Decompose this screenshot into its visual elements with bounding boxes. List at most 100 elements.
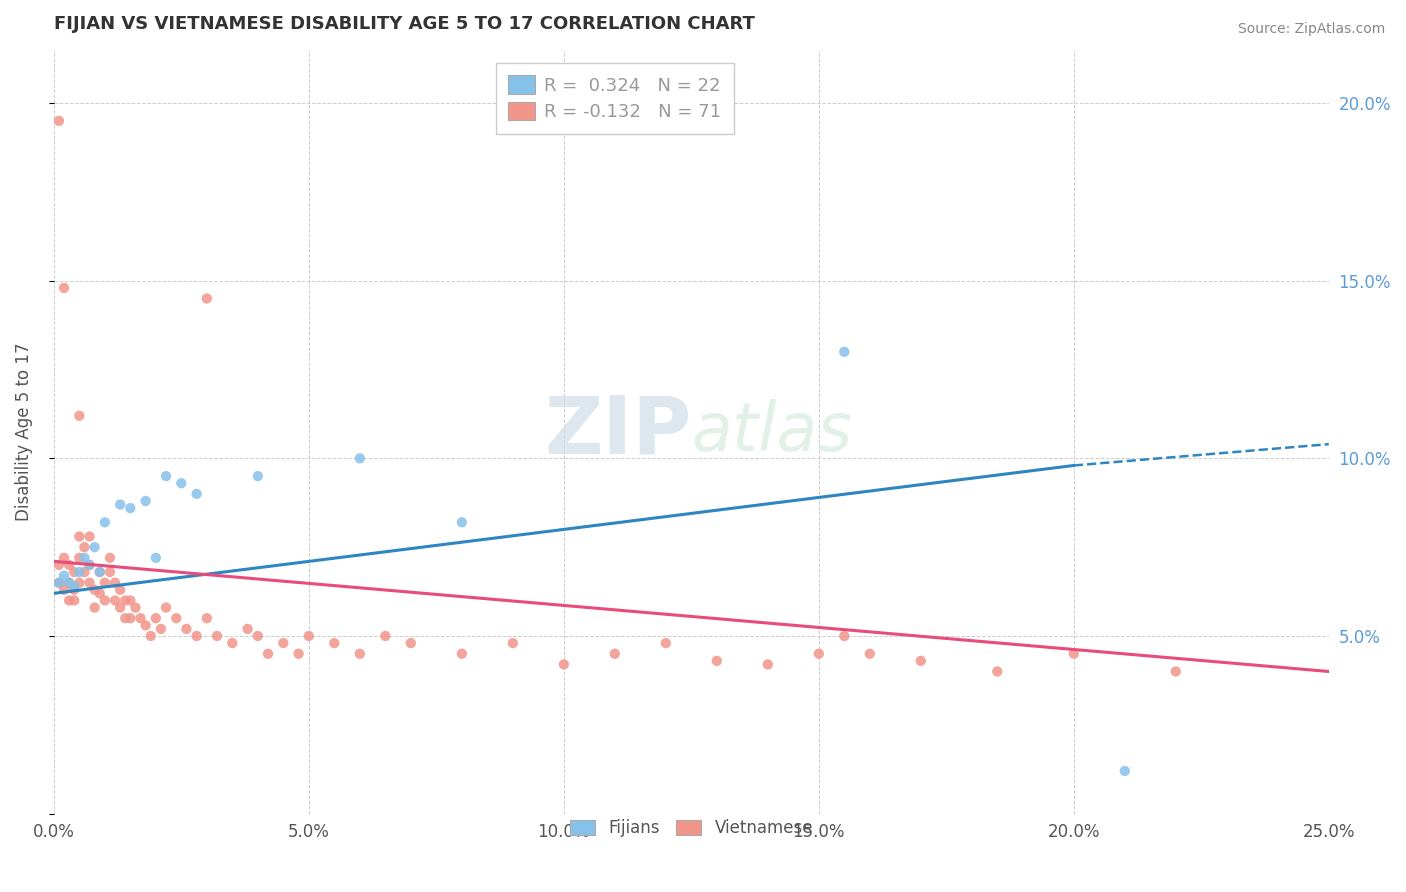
Point — [98, 565, 121, 579]
Point — [986, 665, 1008, 679]
Point — [195, 292, 218, 306]
Point — [139, 629, 162, 643]
Text: Source: ZipAtlas.com: Source: ZipAtlas.com — [1237, 22, 1385, 37]
Point — [63, 579, 86, 593]
Point — [186, 487, 208, 501]
Point — [399, 636, 422, 650]
Point — [73, 565, 96, 579]
Point — [67, 409, 90, 423]
Point — [53, 568, 76, 582]
Point — [53, 281, 76, 295]
Point — [145, 611, 167, 625]
Point — [48, 575, 70, 590]
Text: atlas: atlas — [692, 399, 852, 465]
Point — [67, 550, 90, 565]
Point — [94, 593, 117, 607]
Point — [195, 611, 218, 625]
Point — [1114, 764, 1136, 778]
Point — [114, 611, 136, 625]
Point — [155, 600, 177, 615]
Legend: Fijians, Vietnamese: Fijians, Vietnamese — [562, 812, 820, 844]
Point — [63, 565, 86, 579]
Point — [104, 593, 127, 607]
Point — [89, 565, 111, 579]
Point — [246, 629, 269, 643]
Text: ZIP: ZIP — [544, 392, 692, 471]
Point — [83, 540, 105, 554]
Point — [79, 558, 101, 572]
Point — [807, 647, 830, 661]
Point — [832, 344, 855, 359]
Point — [94, 516, 117, 530]
Point — [89, 586, 111, 600]
Point — [176, 622, 198, 636]
Point — [145, 550, 167, 565]
Point — [98, 550, 121, 565]
Text: FIJIAN VS VIETNAMESE DISABILITY AGE 5 TO 17 CORRELATION CHART: FIJIAN VS VIETNAMESE DISABILITY AGE 5 TO… — [53, 15, 755, 33]
Point — [502, 636, 524, 650]
Point — [48, 558, 70, 572]
Point — [221, 636, 243, 650]
Point — [323, 636, 346, 650]
Point — [108, 600, 131, 615]
Point — [603, 647, 626, 661]
Point — [120, 611, 142, 625]
Point — [67, 565, 90, 579]
Point — [450, 516, 472, 530]
Point — [53, 550, 76, 565]
Point — [73, 540, 96, 554]
Point — [48, 575, 70, 590]
Point — [108, 498, 131, 512]
Point — [832, 629, 855, 643]
Point — [73, 550, 96, 565]
Point — [63, 593, 86, 607]
Y-axis label: Disability Age 5 to 17: Disability Age 5 to 17 — [15, 343, 32, 521]
Point — [155, 469, 177, 483]
Point — [108, 582, 131, 597]
Point — [83, 582, 105, 597]
Point — [63, 582, 86, 597]
Point — [67, 529, 90, 543]
Point — [58, 558, 80, 572]
Point — [135, 618, 157, 632]
Point — [273, 636, 295, 650]
Point — [910, 654, 932, 668]
Point — [374, 629, 396, 643]
Point — [287, 647, 309, 661]
Point — [859, 647, 882, 661]
Point — [450, 647, 472, 661]
Point — [94, 575, 117, 590]
Point — [149, 622, 172, 636]
Point — [104, 575, 127, 590]
Point — [298, 629, 321, 643]
Point — [79, 558, 101, 572]
Point — [1063, 647, 1085, 661]
Point — [83, 600, 105, 615]
Point — [120, 501, 142, 516]
Point — [1164, 665, 1187, 679]
Point — [129, 611, 152, 625]
Point — [246, 469, 269, 483]
Point — [170, 476, 193, 491]
Point — [67, 575, 90, 590]
Point — [205, 629, 228, 643]
Point — [186, 629, 208, 643]
Point — [349, 647, 371, 661]
Point — [165, 611, 187, 625]
Point — [124, 600, 146, 615]
Point — [79, 575, 101, 590]
Point — [120, 593, 142, 607]
Point — [553, 657, 575, 672]
Point — [236, 622, 259, 636]
Point — [58, 575, 80, 590]
Point — [58, 575, 80, 590]
Point — [135, 494, 157, 508]
Point — [114, 593, 136, 607]
Point — [756, 657, 779, 672]
Point — [58, 593, 80, 607]
Point — [79, 529, 101, 543]
Point — [706, 654, 728, 668]
Point — [257, 647, 280, 661]
Point — [53, 582, 76, 597]
Point — [349, 451, 371, 466]
